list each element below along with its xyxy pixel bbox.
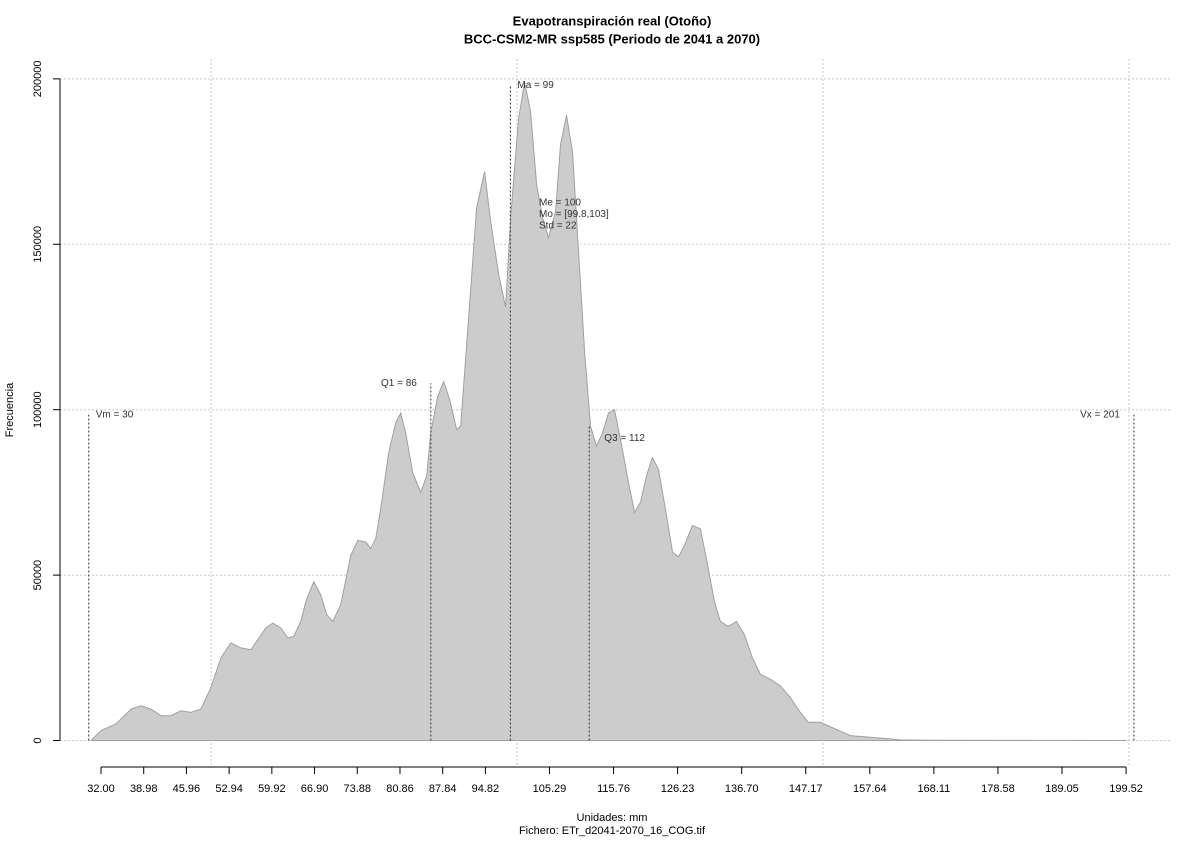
x-axis-label: Unidades: mm [577, 812, 648, 824]
y-tick-label: 0 [32, 737, 44, 743]
x-tick-label: 168.11 [917, 783, 950, 795]
x-tick-label: 32.00 [87, 783, 115, 795]
x-tick-label: 94.82 [472, 783, 500, 795]
x-tick-label: 147.17 [789, 783, 823, 795]
y-tick-label: 200000 [32, 60, 44, 97]
x-tick-label: 136.70 [725, 783, 759, 795]
y-tick-label: 100000 [32, 391, 44, 428]
y-tick-label: 150000 [32, 226, 44, 263]
x-tick-label: 73.88 [343, 783, 371, 795]
x-tick-label: 52.94 [215, 783, 243, 795]
y-axis-label: Frecuencia [4, 382, 16, 437]
x-tick-label: 38.98 [130, 783, 158, 795]
stats-label: Std = 22 [539, 221, 577, 232]
stats-label: Mo = [99.8,103] [539, 209, 609, 220]
x-tick-label: 59.92 [258, 783, 286, 795]
x-tick-label: 80.86 [386, 783, 414, 795]
y-tick-label: 50000 [32, 560, 44, 591]
x-tick-label: 126.23 [661, 783, 695, 795]
x-tick-label: 66.90 [301, 783, 329, 795]
annotation-label: Q3 = 112 [604, 433, 645, 444]
x-tick-label: 178.58 [981, 783, 1015, 795]
x-tick-label: 105.29 [533, 783, 567, 795]
x-tick-label: 199.52 [1109, 783, 1143, 795]
annotation-label: Vx = 201 [1080, 409, 1120, 420]
density-area [90, 82, 1127, 742]
annotation-label: Ma = 99 [517, 80, 554, 91]
x-tick-label: 45.96 [173, 783, 201, 795]
chart-subtitle: BCC-CSM2-MR ssp585 (Periodo de 2041 a 20… [464, 31, 760, 46]
stats-label: Me = 100 [539, 198, 581, 209]
x-tick-label: 189.05 [1045, 783, 1079, 795]
annotation-label: Q1 = 86 [381, 378, 417, 389]
x-tick-label: 157.64 [853, 783, 887, 795]
chart-title: Evapotranspiración real (Otoño) [513, 13, 712, 28]
caption: Fichero: ETr_d2041-2070_16_COG.tif [519, 825, 706, 837]
x-tick-label: 115.76 [597, 783, 630, 795]
annotation-label: Vm = 30 [96, 409, 134, 420]
x-tick-label: 87.84 [429, 783, 457, 795]
